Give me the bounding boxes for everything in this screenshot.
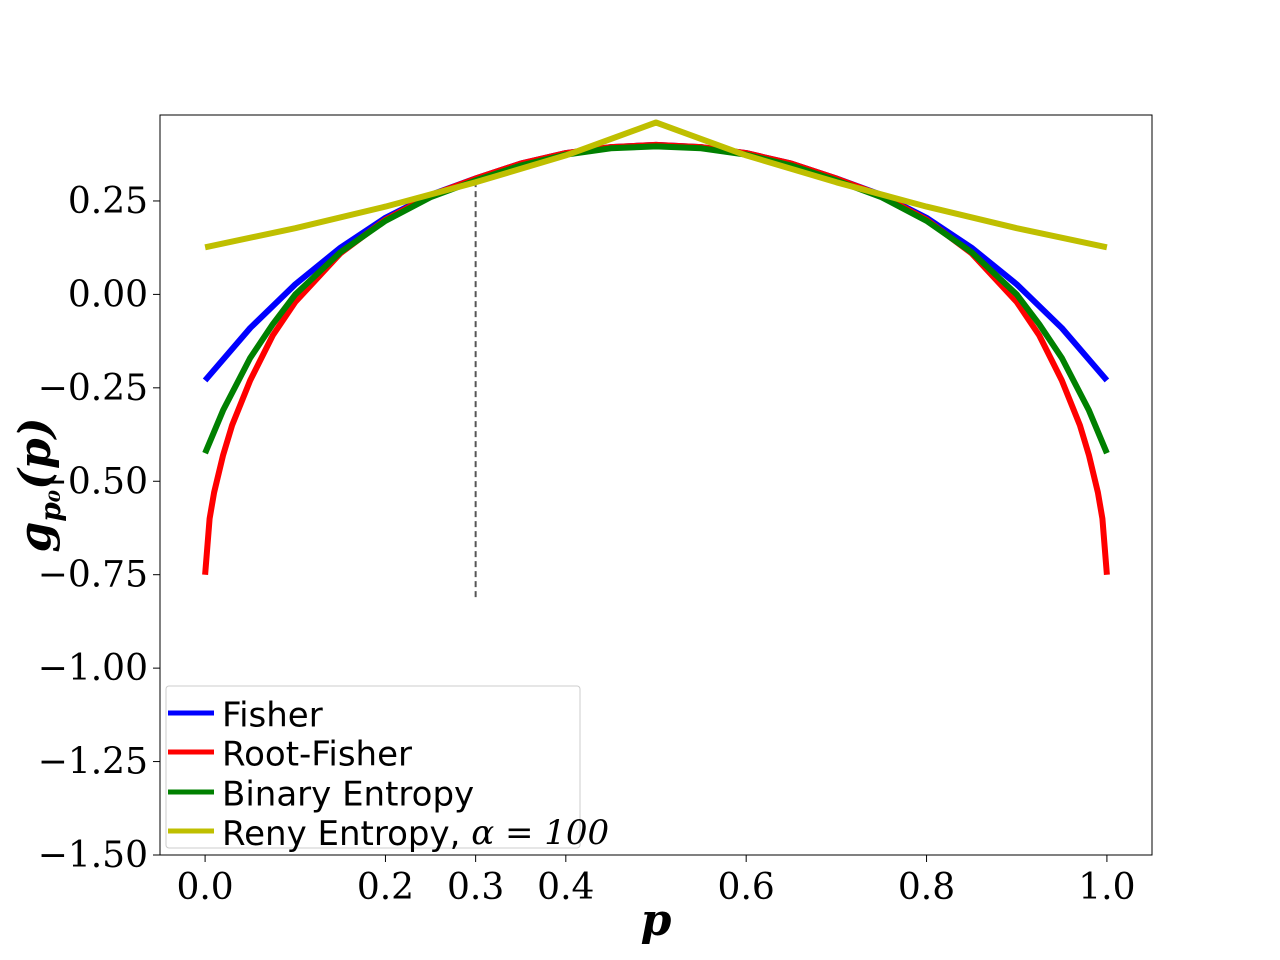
- y-tick-label: 0.00: [68, 274, 148, 315]
- legend-label-root-fisher: Root-Fisher: [222, 735, 412, 775]
- legend-box: [165, 685, 581, 849]
- y-tick-label: −0.50: [38, 461, 148, 502]
- y-axis-title: gp₀(p): [10, 417, 67, 552]
- y-axis-title-subscript: p₀: [34, 490, 67, 522]
- axes-frame: [159, 114, 1153, 856]
- x-tick-label: 0.0: [176, 867, 233, 908]
- legend-label-fisher: Fisher: [222, 696, 323, 736]
- legend-label-reny-prefix: Reny Entropy,: [222, 814, 471, 854]
- x-tick-label: 0.8: [898, 867, 955, 908]
- series-line-binary-entropy: [202, 143, 1110, 455]
- y-tick-label: −0.75: [38, 555, 148, 596]
- legend-label-reny-entropy: Reny Entropy, α = 100: [222, 813, 609, 854]
- legend: Fisher Root-Fisher Binary Entropy Reny E…: [165, 685, 609, 854]
- legend-label-reny-alpha: α = 100: [471, 813, 609, 853]
- y-tick-label: −0.25: [38, 368, 148, 409]
- y-tick-label: −1.50: [38, 835, 148, 876]
- x-axis-title: p: [641, 895, 672, 946]
- x-tick-label: 0.3: [447, 867, 504, 908]
- y-axis-title-argument: (p): [10, 417, 61, 489]
- series-line-reny-entropy-100: [204, 119, 1108, 251]
- legend-label-binary-entropy: Binary Entropy: [222, 775, 474, 815]
- x-tick-label: 1.0: [1078, 867, 1135, 908]
- x-tick-label: 0.6: [718, 867, 775, 908]
- y-tick-label: −1.00: [38, 648, 148, 689]
- x-tick-label: 0.4: [537, 867, 594, 908]
- x-tick-label: 0.2: [357, 867, 414, 908]
- plot-area: [202, 119, 1110, 598]
- y-tick-label: 0.25: [68, 181, 148, 222]
- y-tick-label: −1.25: [38, 742, 148, 783]
- axis-ticks: 0.0 0.2 0.3 0.4 0.6 0.8 1.0 0.25 0.00 −0.25 −0.50 −…: [38, 181, 1136, 908]
- y-axis-title-main: g: [10, 522, 61, 553]
